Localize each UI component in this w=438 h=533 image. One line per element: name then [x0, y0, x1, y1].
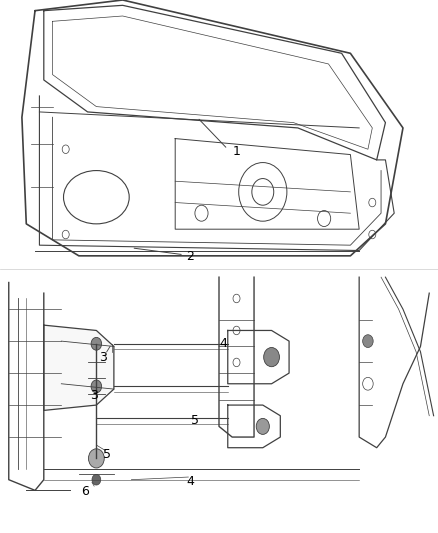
Circle shape [363, 335, 373, 348]
Text: 6: 6 [81, 485, 89, 498]
Text: 3: 3 [90, 389, 98, 402]
Text: 2: 2 [187, 251, 194, 263]
Circle shape [91, 380, 102, 393]
Text: 4: 4 [187, 475, 194, 488]
Text: 1: 1 [233, 146, 240, 158]
Text: 4: 4 [219, 337, 227, 350]
Text: 5: 5 [103, 448, 111, 461]
Circle shape [88, 449, 104, 468]
Text: 3: 3 [99, 351, 107, 364]
Circle shape [264, 348, 279, 367]
Circle shape [256, 418, 269, 434]
Polygon shape [44, 325, 114, 410]
Text: 5: 5 [191, 414, 199, 426]
Circle shape [91, 337, 102, 350]
Circle shape [92, 474, 101, 485]
